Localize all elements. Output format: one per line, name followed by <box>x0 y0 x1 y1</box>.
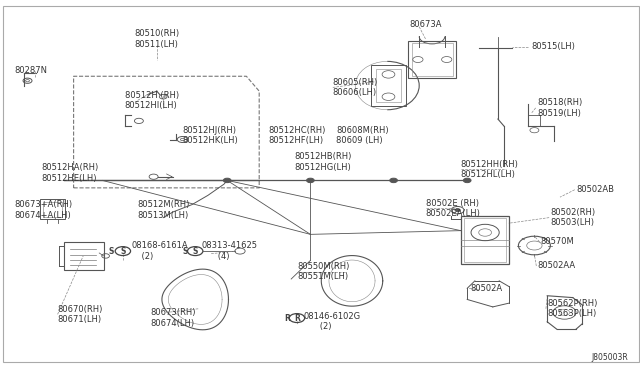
Circle shape <box>307 178 314 183</box>
Text: 80512HB(RH)
80512HG(LH): 80512HB(RH) 80512HG(LH) <box>294 152 352 171</box>
Bar <box>43 202 62 217</box>
Circle shape <box>463 178 471 183</box>
Text: 80510(RH)
80511(LH): 80510(RH) 80511(LH) <box>134 29 179 49</box>
Text: 80673(RH)
80674(LH): 80673(RH) 80674(LH) <box>150 308 196 328</box>
Bar <box>412 43 453 76</box>
Text: 80512H (RH)
80512HI(LH): 80512H (RH) 80512HI(LH) <box>125 91 179 110</box>
Bar <box>371 65 406 106</box>
Text: 80518(RH)
80519(LH): 80518(RH) 80519(LH) <box>538 98 583 118</box>
Text: 80550M(RH)
80551M(LH): 80550M(RH) 80551M(LH) <box>298 262 350 281</box>
Text: 80608M(RH)
80609 (LH): 80608M(RH) 80609 (LH) <box>336 126 388 145</box>
Text: 80605(RH)
80606(LH): 80605(RH) 80606(LH) <box>333 78 378 97</box>
Text: 80512M(RH)
80513M(LH): 80512M(RH) 80513M(LH) <box>138 201 190 220</box>
Text: J805003R: J805003R <box>592 353 628 362</box>
Text: R: R <box>284 314 290 323</box>
Text: 80502A: 80502A <box>470 284 502 293</box>
Text: 80512HJ(RH)
80512HK(LH): 80512HJ(RH) 80512HK(LH) <box>182 126 238 145</box>
Text: 80512HA(RH)
80512HE(LH): 80512HA(RH) 80512HE(LH) <box>42 163 99 183</box>
Text: 80502AA: 80502AA <box>538 262 576 270</box>
Text: 80502E (RH)
80502EA(LH): 80502E (RH) 80502EA(LH) <box>426 199 481 218</box>
Text: 08146-6102G
      (2): 08146-6102G (2) <box>304 312 361 331</box>
Text: 80562P(RH)
80563P(LH): 80562P(RH) 80563P(LH) <box>547 299 598 318</box>
Bar <box>461 216 509 264</box>
Text: 80512HH(RH)
80512HL(LH): 80512HH(RH) 80512HL(LH) <box>461 160 518 179</box>
Bar <box>40 199 65 219</box>
Text: S: S <box>109 247 114 256</box>
Text: 08313-41625
      (4): 08313-41625 (4) <box>202 241 258 261</box>
Text: 80502(RH)
80503(LH): 80502(RH) 80503(LH) <box>550 208 596 227</box>
Text: 08168-6161A
    (2): 08168-6161A (2) <box>131 241 188 261</box>
Text: S: S <box>182 247 188 256</box>
Text: S: S <box>193 247 198 256</box>
Text: 80673+A(RH)
80674+A(LH): 80673+A(RH) 80674+A(LH) <box>14 201 72 220</box>
Circle shape <box>390 178 397 183</box>
Bar <box>464 218 506 262</box>
Bar <box>408 41 456 78</box>
Bar <box>376 69 401 102</box>
Text: 80673A: 80673A <box>410 20 442 29</box>
Circle shape <box>223 178 231 183</box>
Text: R: R <box>294 314 300 323</box>
Bar <box>64 242 104 270</box>
Text: 80287N: 80287N <box>14 66 47 75</box>
Text: 80512HC(RH)
80512HF(LH): 80512HC(RH) 80512HF(LH) <box>269 126 326 145</box>
Text: S: S <box>120 247 125 256</box>
Text: 80670(RH)
80671(LH): 80670(RH) 80671(LH) <box>58 305 103 324</box>
Text: 80502AB: 80502AB <box>576 185 614 194</box>
Text: 80515(LH): 80515(LH) <box>531 42 575 51</box>
Text: 80570M: 80570M <box>541 237 575 246</box>
Circle shape <box>455 209 460 212</box>
